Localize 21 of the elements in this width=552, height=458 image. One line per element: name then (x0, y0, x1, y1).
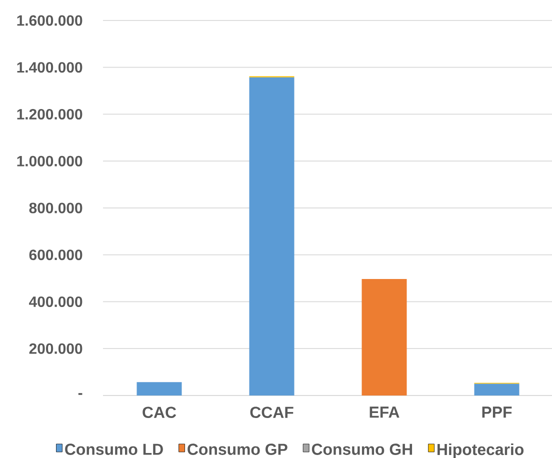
y-tick-label: 1.600.000 (17, 15, 82, 26)
x-tick-label: EFA (370, 406, 400, 418)
x-tick-label: PPF (482, 406, 512, 418)
x-tick-label: CCAF (250, 406, 294, 418)
legend-label: Consumo LD (65, 444, 163, 455)
x-tick-label: CAC (142, 406, 176, 418)
y-tick-label: 200.000 (29, 343, 82, 354)
bar (474, 384, 520, 396)
legend-label: Consumo GP (188, 444, 288, 455)
bar (249, 77, 294, 396)
y-tick-label: - (78, 393, 82, 395)
y-tick-label: 1.200.000 (17, 108, 82, 120)
y-tick-label: 1.400.000 (17, 62, 82, 73)
y-tick-label: 1.000.000 (17, 156, 82, 166)
bar (136, 382, 182, 396)
bar (362, 279, 407, 396)
y-tick-label: 800.000 (29, 202, 82, 214)
y-tick-label: 600.000 (29, 250, 82, 260)
y-tick-label: 400.000 (29, 296, 82, 308)
legend-label: Consumo GH (312, 444, 412, 455)
legend-label: Hipotecario (438, 443, 524, 458)
